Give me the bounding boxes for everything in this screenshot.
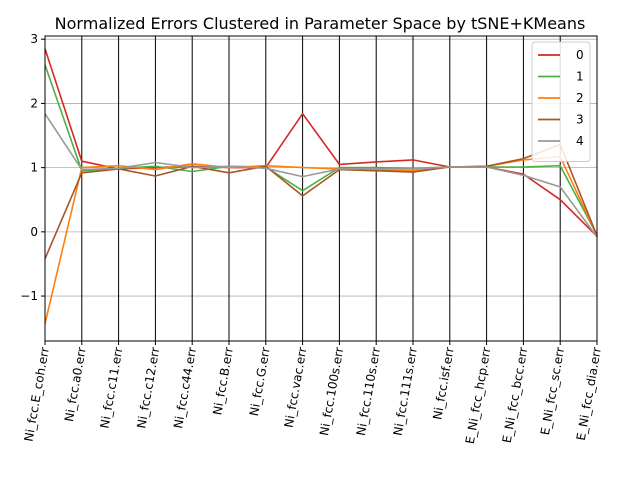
legend-label: 1 <box>576 70 584 84</box>
vertical-axes-layer <box>81 36 561 341</box>
series-layer <box>44 48 598 324</box>
legend-label: 2 <box>576 91 584 105</box>
legend-label: 4 <box>576 134 584 148</box>
legend: 0 1 2 3 4 <box>531 41 591 162</box>
chart-title: Normalized Errors Clustered in Parameter… <box>55 14 586 33</box>
legend-label: 0 <box>576 48 584 62</box>
plot-frame <box>44 35 598 342</box>
legend-box <box>531 41 591 162</box>
legend-label: 3 <box>576 113 584 127</box>
series-line-3 <box>44 143 598 260</box>
y-tick-label: 0 <box>30 225 38 239</box>
y-ticks-layer: −1 0 1 2 3 <box>20 32 45 303</box>
y-tick-label: 2 <box>30 96 38 110</box>
y-tick-label: −1 <box>20 289 38 303</box>
y-tick-label: 3 <box>30 32 38 46</box>
series-line-4 <box>44 113 598 238</box>
y-tick-label: 1 <box>30 161 38 175</box>
